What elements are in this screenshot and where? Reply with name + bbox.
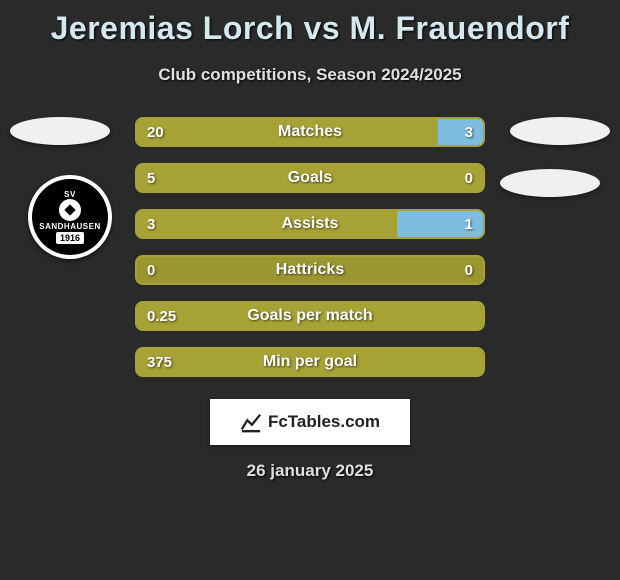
badge-ball-icon	[59, 199, 81, 221]
stat-label: Goals per match	[137, 307, 483, 325]
player-right-photo-placeholder	[510, 117, 610, 145]
badge-mid-text: SANDHAUSEN	[39, 223, 100, 231]
stat-label: Goals	[137, 169, 483, 187]
attribution-badge: FcTables.com	[210, 399, 410, 445]
stat-row: 203Matches	[135, 117, 485, 147]
attribution-text: FcTables.com	[268, 412, 380, 432]
badge-year: 1916	[56, 232, 84, 244]
player-left-photo-placeholder	[10, 117, 110, 145]
badge-top-text: SV	[64, 191, 76, 199]
stat-label: Hattricks	[137, 261, 483, 279]
player-left-club-badge: SV SANDHAUSEN 1916	[28, 175, 112, 259]
stat-row: 31Assists	[135, 209, 485, 239]
stat-row: 0.25Goals per match	[135, 301, 485, 331]
page-subtitle: Club competitions, Season 2024/2025	[0, 65, 620, 85]
stat-label: Matches	[137, 123, 483, 141]
date-text: 26 january 2025	[0, 461, 620, 481]
club-badge-inner: SV SANDHAUSEN 1916	[32, 179, 108, 255]
stat-row: 375Min per goal	[135, 347, 485, 377]
stat-label: Min per goal	[137, 353, 483, 371]
stat-bars-container: 203Matches 50Goals 31Assists 00Hattricks 0.2…	[135, 117, 485, 393]
page-title: Jeremias Lorch vs M. Frauendorf	[0, 0, 620, 47]
chart-icon	[240, 411, 262, 433]
stat-label: Assists	[137, 215, 483, 233]
stat-row: 50Goals	[135, 163, 485, 193]
player-right-club-placeholder	[500, 169, 600, 197]
stat-row: 00Hattricks	[135, 255, 485, 285]
